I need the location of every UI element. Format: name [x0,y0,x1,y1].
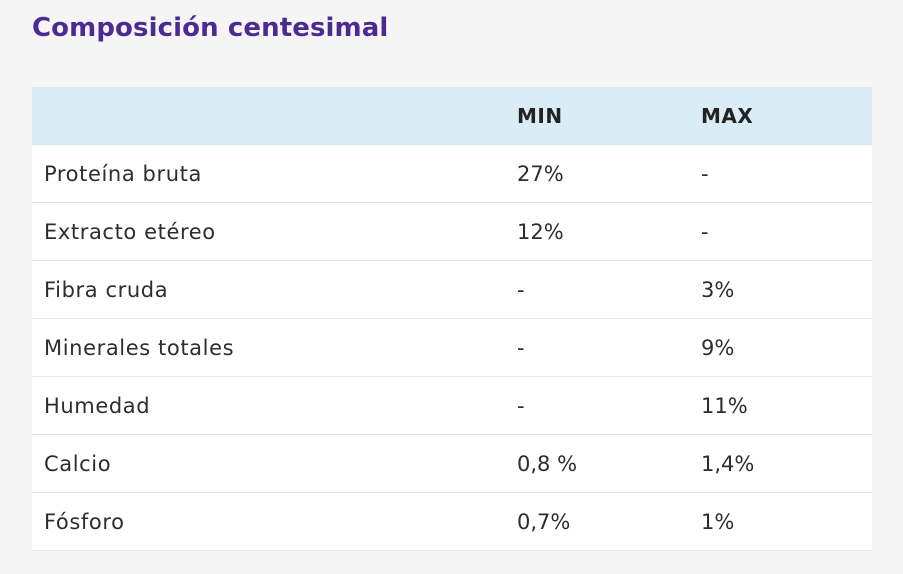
table-row: Fibra cruda - 3% [32,261,872,319]
nutrient-name: Extracto etéreo [44,219,216,244]
min-value: 0,8 % [517,451,578,476]
min-value: 0,7% [517,509,571,534]
min-value: - [517,335,525,360]
max-value: 1% [701,509,735,534]
nutrient-name: Proteína bruta [44,161,202,186]
max-value: - [701,219,709,244]
nutrient-name: Calcio [44,451,112,476]
table-row: Minerales totales - 9% [32,319,872,377]
nutrient-name: Humedad [44,393,151,418]
table-row: Extracto etéreo 12% - [32,203,872,261]
section-title: Composición centesimal [32,13,389,43]
max-value: 1,4% [701,451,755,476]
table-row: Fósforo 0,7% 1% [32,493,872,551]
table-row: Proteína bruta 27% - [32,145,872,203]
min-value: 27% [517,161,564,186]
min-value: - [517,277,525,302]
table-row: Humedad - 11% [32,377,872,435]
table-header-row: MIN MAX [32,87,872,145]
max-value: 3% [701,277,735,302]
nutrient-name: Minerales totales [44,335,235,360]
max-value: - [701,161,709,186]
nutrient-name: Fósforo [44,509,125,534]
max-value: 11% [701,393,748,418]
composition-table: MIN MAX Proteína bruta 27% - Extracto et… [32,87,872,551]
min-value: - [517,393,525,418]
header-min-cell: MIN [517,103,563,128]
max-value: 9% [701,335,735,360]
table-row: Calcio 0,8 % 1,4% [32,435,872,493]
min-value: 12% [517,219,564,244]
nutrient-name: Fibra cruda [44,277,169,302]
header-max-cell: MAX [701,103,754,128]
